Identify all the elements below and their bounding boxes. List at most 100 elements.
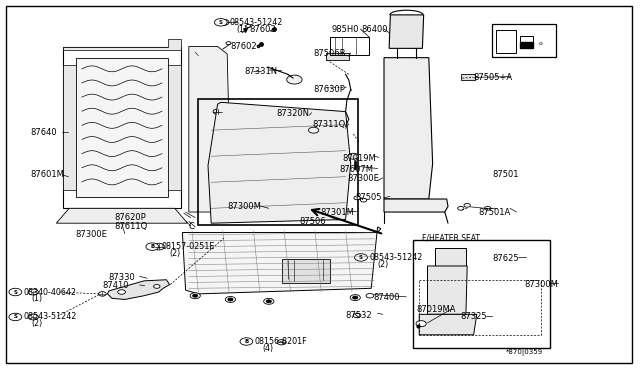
Polygon shape [384,199,448,212]
Text: (4): (4) [262,344,273,353]
Circle shape [146,243,159,250]
Text: 87630P: 87630P [314,85,346,94]
Bar [461,74,475,80]
Text: 87300E: 87300E [348,174,380,183]
Text: 08543-51242: 08543-51242 [24,312,77,321]
Text: S: S [13,314,17,320]
Circle shape [464,203,470,207]
Circle shape [266,300,271,303]
Text: S: S [219,20,223,25]
Text: 87325: 87325 [461,312,488,321]
Circle shape [9,288,22,296]
Text: 87625: 87625 [493,254,520,263]
Circle shape [416,321,426,327]
Text: 87330: 87330 [109,273,136,282]
Polygon shape [428,266,467,314]
Text: 87019MA: 87019MA [416,305,456,314]
Text: 87505+A: 87505+A [474,73,513,82]
Text: F/HEATER SEAT: F/HEATER SEAT [422,234,481,243]
Text: B: B [244,339,248,344]
Text: 87602: 87602 [230,42,257,51]
Text: 87620P: 87620P [114,213,146,222]
Circle shape [350,295,360,301]
Circle shape [225,296,236,302]
Bar [520,36,533,48]
Circle shape [193,294,198,297]
Bar [330,37,369,55]
Circle shape [458,206,464,210]
Circle shape [277,340,286,345]
Text: 08340-40642: 08340-40642 [24,288,77,296]
Circle shape [287,75,302,84]
Text: 87640: 87640 [31,128,58,137]
Text: 87607M: 87607M [339,165,373,174]
Polygon shape [189,46,230,212]
Bar [282,259,330,283]
Circle shape [28,289,38,295]
Text: 08543-51242: 08543-51242 [369,253,422,262]
Circle shape [348,153,358,159]
Text: 08543-51242: 08543-51242 [229,18,282,27]
Circle shape [118,290,125,294]
Text: B: B [150,244,154,249]
Circle shape [308,127,319,133]
Polygon shape [56,208,188,223]
Text: 87611Q: 87611Q [114,222,147,231]
Text: 87501A: 87501A [479,208,511,217]
Circle shape [228,298,233,301]
Circle shape [99,292,106,296]
Circle shape [354,196,360,200]
Bar [435,248,466,266]
Text: 985H0: 985H0 [332,25,359,34]
Circle shape [154,285,160,288]
Text: 87601M: 87601M [31,170,65,179]
Polygon shape [63,65,76,190]
Bar [326,53,349,60]
Text: 87506: 87506 [300,217,326,226]
Circle shape [213,109,222,114]
Polygon shape [168,65,181,190]
Circle shape [153,243,164,250]
Polygon shape [182,227,381,294]
Text: (2): (2) [377,260,388,269]
Text: 87301M: 87301M [320,208,354,217]
Polygon shape [63,39,181,50]
Circle shape [366,294,374,298]
Text: 87400: 87400 [374,293,400,302]
Text: 86400: 86400 [362,25,388,34]
Circle shape [353,313,361,318]
Text: 87505: 87505 [355,193,381,202]
Circle shape [28,314,38,320]
Circle shape [190,293,200,299]
Text: 87320N: 87320N [276,109,310,118]
Polygon shape [419,314,477,335]
Bar [76,58,168,197]
Text: 87501: 87501 [493,170,519,179]
Polygon shape [384,58,433,199]
Circle shape [240,338,253,345]
Text: 87331N: 87331N [244,67,278,76]
Text: 87506B: 87506B [314,49,346,58]
Text: 87300E: 87300E [76,230,108,239]
Text: 08157-0251E: 08157-0251E [161,242,214,251]
Text: (1): (1) [31,294,42,303]
Text: 87300M: 87300M [525,280,559,289]
Bar [496,30,516,53]
Polygon shape [108,280,170,299]
Bar [354,161,356,169]
Polygon shape [520,42,533,48]
Circle shape [214,19,227,26]
Circle shape [360,198,367,202]
Text: 87410: 87410 [102,281,129,290]
Circle shape [355,254,367,261]
Polygon shape [389,15,424,48]
Polygon shape [208,102,351,223]
Bar [492,24,556,57]
Text: C: C [189,222,195,231]
Text: S: S [359,255,363,260]
Text: (2): (2) [31,319,43,328]
Text: 08156-8201F: 08156-8201F [255,337,307,346]
Circle shape [9,313,22,321]
Bar [198,99,358,225]
Text: 87603: 87603 [250,25,276,34]
